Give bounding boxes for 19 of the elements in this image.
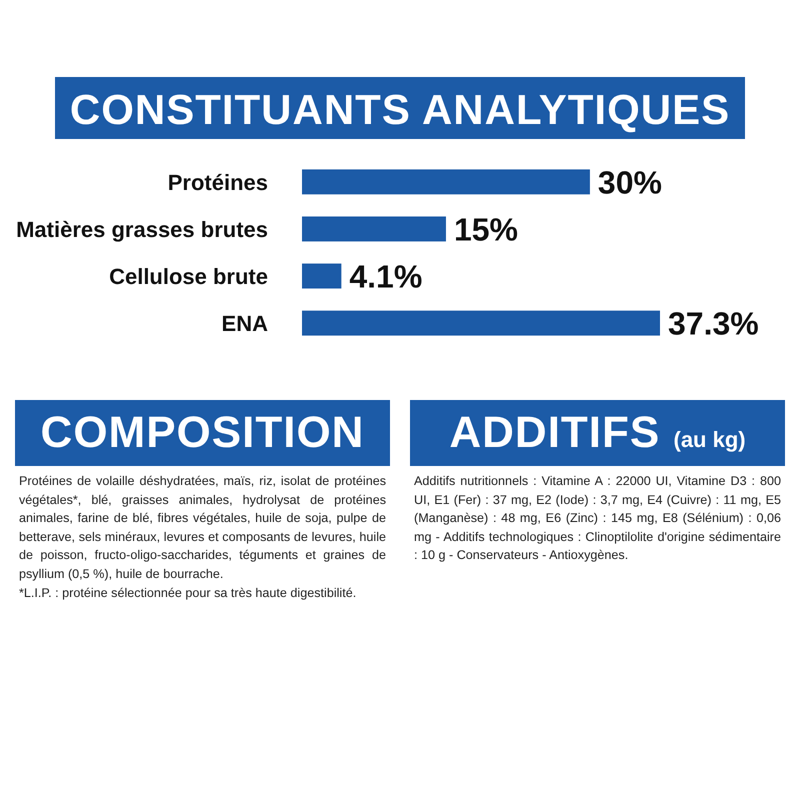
text: COMPOSITION [40,408,364,457]
bar [302,169,590,194]
text: Protéines de volaille déshydratées, maïs, riz, isolat de protéines végétales*, blé, graisses animales, hydrolysat de protéines animales, farine de blé, fibres végétales, huile de soja, pulpe de betterave, sels minéraux, levures et composants de levures, huile de poisson, fructo-oligo-saccharides, téguments et graines de psyllium (0,5 %), huile de bourrache. [19,473,386,583]
y-tick-label: Cellulose brute [109,264,268,289]
bar [302,310,660,336]
data-label: 30% [598,164,662,200]
data-label: 37.3% [668,306,759,342]
y-tick-label: ENA [222,311,268,336]
text: ADDITIFS [449,408,660,457]
chart-title: CONSTITUANTS ANALYTIQUES [70,86,730,133]
data-label: 15% [454,211,518,248]
text: (au kg) [674,427,746,452]
text: *L.I.P. : protéine sélectionnée pour sa très haute digestibilité. [19,584,358,602]
y-tick-label: Protéines [168,170,268,195]
bar [302,264,342,289]
bar [302,216,446,242]
text: Additifs nutritionnels : Vitamine A : 22000 UI, Vitamine D3 : 800 UI, E1 (Fer) : 37 mg, E2 (Iode) : 3,7 mg, E4 (Cuivre) : 11 mg, E5 (Manganèse) : 48 mg, E6 (Zinc) : 145 mg, E8 (Sélénium) : 0,06 mg - Additifs technologiques : Clinoptilolite d'origine sédimentaire : 10 g - Conservateurs - Antioxygènes. [414,473,781,564]
data-label: 4.1% [349,258,422,295]
y-tick-label: Matières grasses brutes [16,216,268,242]
